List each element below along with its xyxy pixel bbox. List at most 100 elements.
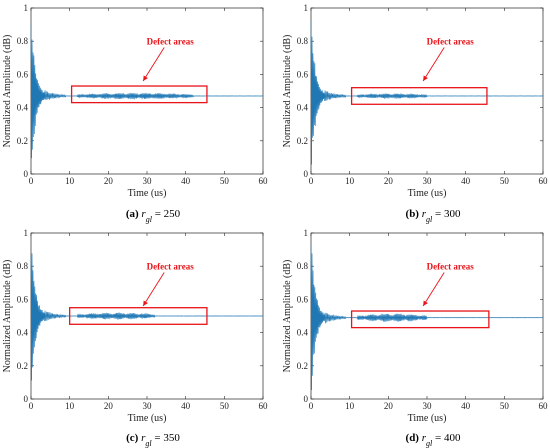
x-tick-label: 50 xyxy=(500,401,510,411)
x-axis-label: Time (us) xyxy=(128,413,167,424)
x-tick-label: 0 xyxy=(309,176,314,186)
x-tick-label: 60 xyxy=(259,176,269,186)
chart-panel-a: 0 10 20 30 40 50 60 0 0.2 0.4 0.6 0.8 1 Time (us) Norm… xyxy=(2,3,268,224)
x-tick-label: 30 xyxy=(143,401,153,411)
x-tick-label: 0 xyxy=(29,401,34,411)
y-tick-label: 0.2 xyxy=(17,136,28,146)
caption-value: = 250 xyxy=(152,208,181,220)
x-tick-label: 20 xyxy=(104,176,114,186)
defect-box xyxy=(350,310,490,329)
x-axis-label: Time (us) xyxy=(408,188,447,199)
chart-panel-b: 0 10 20 30 40 50 60 0 0.2 0.4 0.6 0.8 1 Time (us) Norm… xyxy=(282,3,548,224)
x-axis-label: Time (us) xyxy=(128,188,167,199)
x-tick-label: 60 xyxy=(259,401,269,411)
y-tick-label: 0.6 xyxy=(297,294,309,304)
x-tick-label: 40 xyxy=(181,401,191,411)
caption-subscript: gl xyxy=(426,215,433,224)
x-tick-label: 60 xyxy=(539,401,549,411)
y-tick-label: 0.4 xyxy=(17,328,29,338)
x-tick-label: 30 xyxy=(143,176,153,186)
y-tick-label: 1 xyxy=(304,228,309,238)
signal-line xyxy=(30,24,264,159)
panel-caption: (d) rgl = 400 xyxy=(406,432,461,448)
y-axis-label: Normalized Amplitude (dB) xyxy=(2,35,13,148)
y-tick-label: 0.8 xyxy=(17,261,29,271)
y-tick-label: 0.6 xyxy=(297,69,309,79)
signal-line xyxy=(310,21,544,165)
defect-box xyxy=(70,85,208,104)
annotation-arrow xyxy=(422,272,445,307)
caption-letter: (a) xyxy=(126,208,142,220)
signal-line xyxy=(30,253,264,381)
x-tick-label: 10 xyxy=(345,176,355,186)
x-tick-label: 10 xyxy=(65,401,75,411)
caption-subscript: gl xyxy=(145,439,152,448)
caption-value: = 400 xyxy=(432,432,461,444)
x-tick-label: 10 xyxy=(345,401,355,411)
defect-annotation: Defect areas xyxy=(427,262,475,272)
y-tick-label: 0.6 xyxy=(17,69,29,79)
arrow-head xyxy=(423,300,428,307)
panel-caption: (a) rgl = 250 xyxy=(126,208,181,224)
annotation-arrow xyxy=(142,272,165,307)
chart-panel-d: 0 10 20 30 40 50 60 0 0.2 0.4 0.6 0.8 1 Time (us) Norm… xyxy=(282,228,548,448)
caption-variable: r xyxy=(141,208,146,220)
x-tick-label: 50 xyxy=(220,401,230,411)
x-tick-label: 40 xyxy=(181,176,191,186)
plot-frame xyxy=(30,7,264,175)
caption-subscript: gl xyxy=(426,439,433,448)
defect-annotation: Defect areas xyxy=(147,262,195,272)
defect-box xyxy=(350,87,488,105)
caption-subscript: gl xyxy=(146,215,153,224)
annotation-arrow xyxy=(142,47,165,82)
caption-letter: (b) xyxy=(406,208,422,220)
y-tick-label: 0.8 xyxy=(17,36,29,46)
y-axis-label: Normalized Amplitude (dB) xyxy=(282,260,293,373)
y-tick-label: 0.2 xyxy=(297,361,308,371)
x-tick-label: 60 xyxy=(539,176,549,186)
y-axis-label: Normalized Amplitude (dB) xyxy=(2,260,13,373)
x-tick-label: 10 xyxy=(65,176,75,186)
arrow-head xyxy=(143,75,148,82)
y-axis-label: Normalized Amplitude (dB) xyxy=(282,35,293,148)
annotation-arrow xyxy=(422,47,445,82)
x-tick-label: 50 xyxy=(220,176,230,186)
x-tick-label: 40 xyxy=(461,176,471,186)
caption-letter: (d) xyxy=(406,432,422,444)
caption-letter: (c) xyxy=(126,432,141,444)
arrow-head xyxy=(143,300,148,307)
plot-frame xyxy=(310,232,544,400)
x-tick-label: 0 xyxy=(309,401,314,411)
x-tick-label: 20 xyxy=(384,401,394,411)
panel-caption: (b) rgl = 300 xyxy=(406,208,461,224)
x-tick-label: 30 xyxy=(423,176,433,186)
y-tick-label: 1 xyxy=(24,3,29,13)
y-tick-label: 0.2 xyxy=(17,361,28,371)
plot-frame xyxy=(310,7,544,175)
y-tick-label: 0.8 xyxy=(297,36,309,46)
y-tick-label: 0.4 xyxy=(17,103,29,113)
y-tick-label: 0.4 xyxy=(297,328,309,338)
caption-variable: r xyxy=(422,208,427,220)
y-tick-label: 1 xyxy=(24,228,29,238)
x-tick-label: 0 xyxy=(29,176,34,186)
caption-variable: r xyxy=(141,432,146,444)
y-tick-label: 0 xyxy=(304,169,309,179)
x-tick-label: 50 xyxy=(500,176,510,186)
x-axis-label: Time (us) xyxy=(408,413,447,424)
y-tick-label: 0.2 xyxy=(297,136,308,146)
panel-caption: (c) rgl = 350 xyxy=(126,432,180,448)
x-tick-label: 40 xyxy=(461,401,471,411)
y-tick-label: 0 xyxy=(24,394,29,404)
x-tick-label: 20 xyxy=(384,176,394,186)
caption-value: = 350 xyxy=(152,432,181,444)
defect-annotation: Defect areas xyxy=(147,37,195,47)
y-tick-label: 0.6 xyxy=(17,294,29,304)
chart-panel-c: 0 10 20 30 40 50 60 0 0.2 0.4 0.6 0.8 1 Time (us) Norm… xyxy=(2,228,268,448)
defect-annotation: Defect areas xyxy=(427,37,475,47)
defect-box xyxy=(69,307,208,325)
y-tick-label: 1 xyxy=(304,3,309,13)
caption-variable: r xyxy=(422,432,427,444)
y-tick-label: 0 xyxy=(24,169,29,179)
signal-line xyxy=(310,242,544,390)
